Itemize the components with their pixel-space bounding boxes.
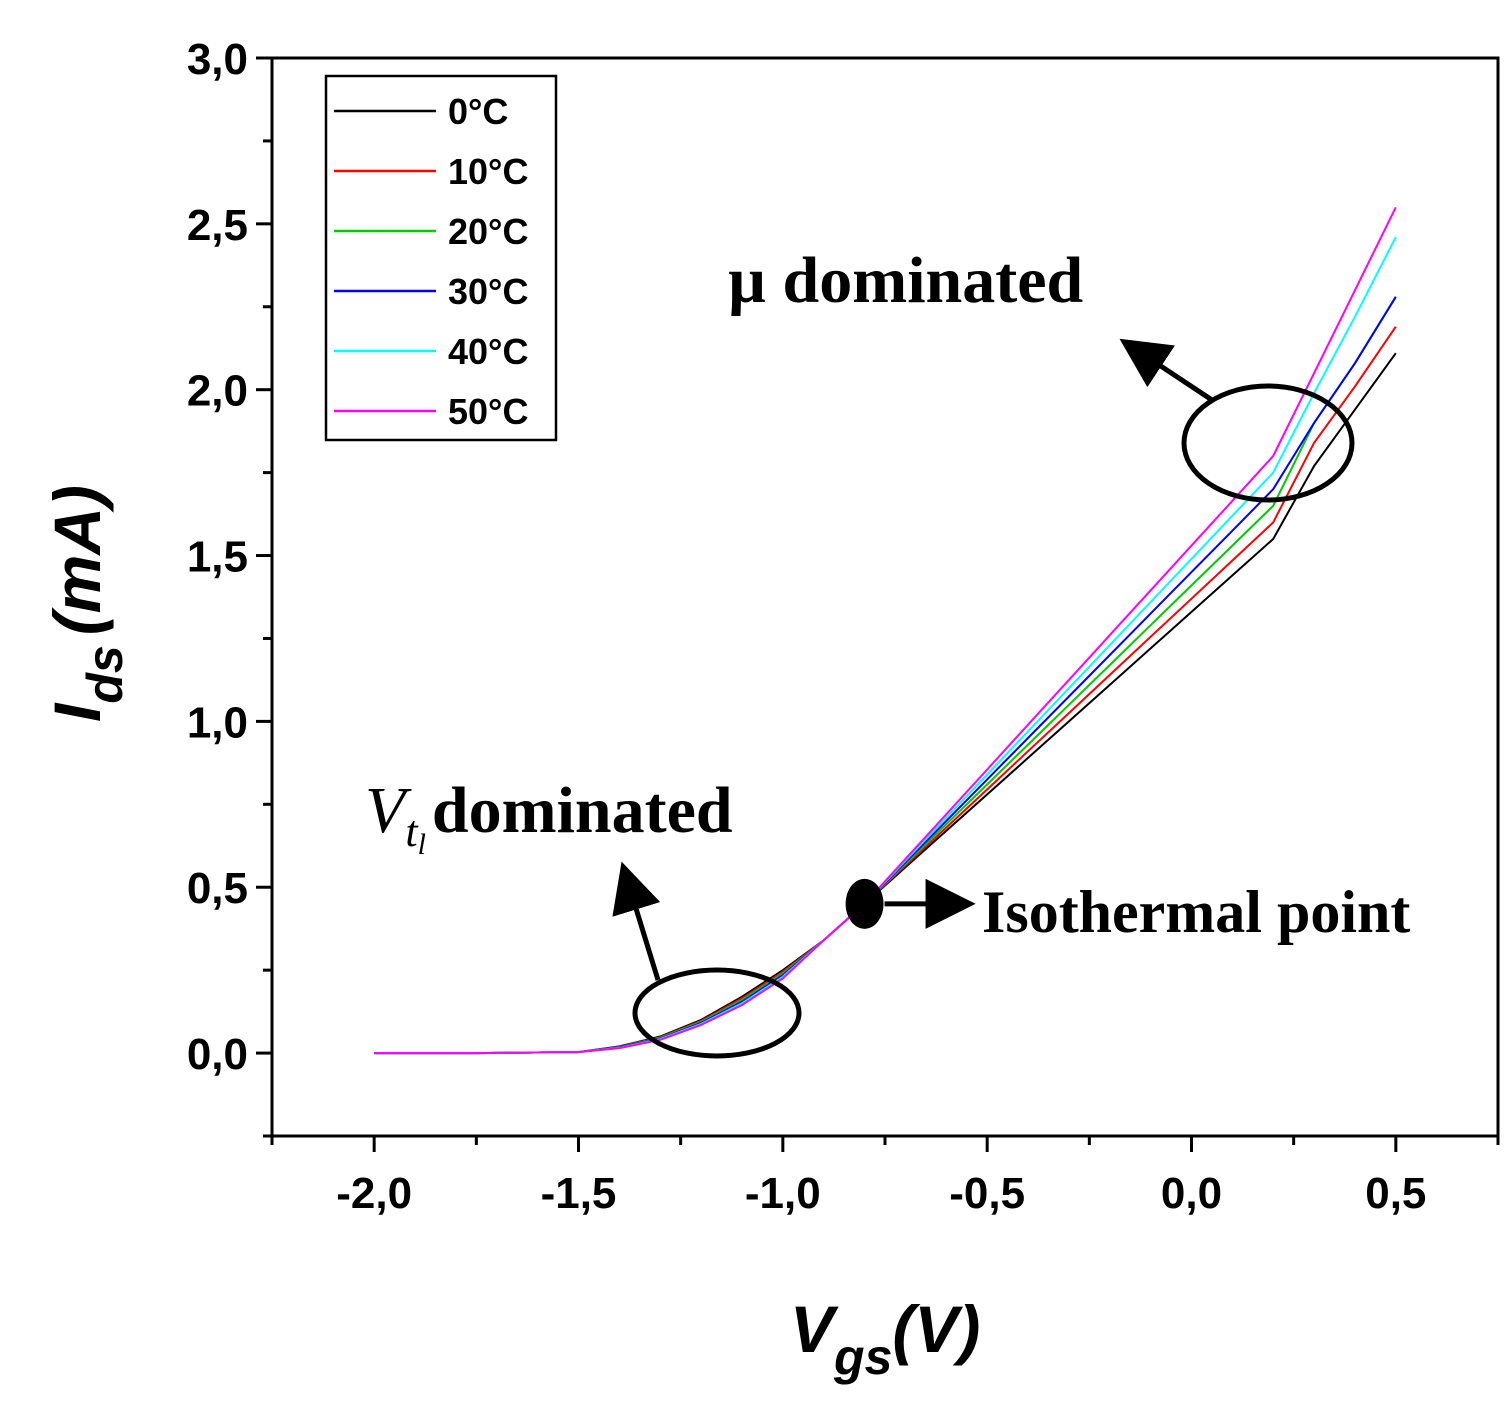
annotation-vt-text: dominated bbox=[432, 774, 733, 847]
x-axis-title: Vgs(V) bbox=[790, 1292, 980, 1385]
legend-label: 20°C bbox=[448, 211, 528, 252]
y-tick-label: 0,0 bbox=[187, 1030, 248, 1079]
series-line-0CC bbox=[374, 352, 1397, 1055]
annotation-vt-main: V bbox=[365, 774, 412, 847]
annotation-vt-subsub: l bbox=[418, 828, 426, 861]
annotation-vt-dominated: Vtldominated bbox=[365, 774, 733, 861]
x-axis-title-sub: gs bbox=[833, 1329, 892, 1385]
y-tick-label: 2,5 bbox=[187, 201, 248, 250]
x-tick-label: -0,5 bbox=[949, 1169, 1025, 1218]
y-tick-label: 2,0 bbox=[187, 367, 248, 416]
annotation-mu-arrow bbox=[1119, 338, 1214, 403]
legend-label: 30°C bbox=[448, 271, 528, 312]
isothermal-point-marker bbox=[845, 878, 884, 929]
annotation-mu-dominated: µ dominated bbox=[728, 244, 1083, 317]
legend-label: 50°C bbox=[448, 391, 528, 432]
annotation-mu-ellipse bbox=[1181, 383, 1355, 503]
annotation-vt-sub: t bbox=[405, 807, 419, 856]
annotation-vt-arrow bbox=[612, 861, 661, 981]
annotation-isothermal-point: Isothermal point bbox=[982, 879, 1410, 945]
y-tick-label: 0,5 bbox=[187, 864, 248, 913]
x-axis-title-unit: (V) bbox=[892, 1292, 980, 1366]
annotation-vt-ellipse bbox=[632, 967, 802, 1059]
y-axis-title-unit: (mA) bbox=[40, 485, 114, 635]
x-tick-label: -1,0 bbox=[745, 1169, 821, 1218]
x-tick-label: -2,0 bbox=[336, 1169, 412, 1218]
y-tick-label: 1,5 bbox=[187, 533, 248, 582]
axis-ticks: -2,0 -1,5 -1,0 -0,5 0,0 0,5 0,0 0,5 1,0 1,5 2,0 2,5… bbox=[187, 35, 1500, 1218]
y-axis-title-main: I bbox=[40, 702, 114, 722]
legend: 0°C 10°C 20°C 30°C 40°C 50°C bbox=[334, 91, 528, 432]
legend-box bbox=[324, 74, 558, 442]
series-line-50CC bbox=[374, 206, 1397, 1055]
legend-label: 10°C bbox=[448, 151, 528, 192]
x-tick-label: 0,5 bbox=[1365, 1169, 1426, 1218]
y-tick-label: 1,0 bbox=[187, 698, 248, 747]
legend-label: 40°C bbox=[448, 331, 528, 372]
y-axis-title-sub: ds bbox=[77, 645, 133, 703]
y-axis-title: Ids (mA) bbox=[40, 485, 133, 722]
y-tick-label: 3,0 bbox=[187, 35, 248, 84]
x-axis-title-main: V bbox=[790, 1292, 839, 1366]
legend-label: 0°C bbox=[448, 91, 508, 132]
x-tick-label: -1,5 bbox=[541, 1169, 617, 1218]
series-group bbox=[374, 206, 1397, 1055]
x-tick-label: 0,0 bbox=[1161, 1169, 1222, 1218]
